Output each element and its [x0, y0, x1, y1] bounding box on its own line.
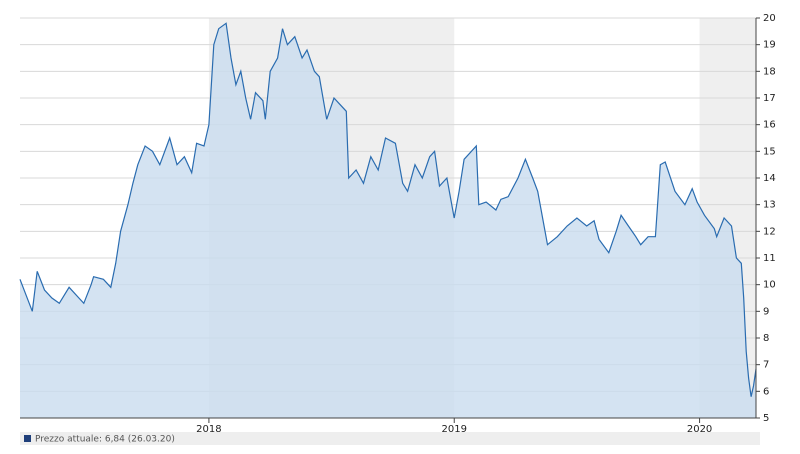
x-tick-label: 2020: [687, 424, 712, 435]
y-tick-label: 17: [763, 93, 776, 104]
y-tick-label: 6: [763, 386, 769, 397]
y-tick-label: 8: [763, 333, 769, 344]
y-tick-label: 18: [763, 66, 776, 77]
legend-swatch: [24, 435, 31, 442]
y-tick-label: 12: [763, 226, 776, 237]
y-tick-label: 19: [763, 40, 776, 51]
x-tick-label: 2019: [442, 424, 467, 435]
y-tick-label: 16: [763, 120, 776, 131]
y-tick-label: 5: [763, 413, 769, 424]
y-tick-label: 7: [763, 360, 769, 371]
y-tick-label: 9: [763, 306, 769, 317]
y-tick-label: 10: [763, 280, 776, 291]
area: [20, 23, 756, 419]
y-tick-label: 13: [763, 200, 776, 211]
legend-label: Prezzo attuale: 6,84 (26.03.20): [35, 435, 175, 445]
y-tick-label: 20: [763, 13, 776, 24]
x-tick-label: 2018: [196, 424, 221, 435]
y-tick-label: 11: [763, 253, 776, 264]
line: [19, 22, 757, 397]
y-tick-label: 15: [763, 146, 776, 157]
legend-background: [20, 432, 760, 445]
y-tick-label: 14: [763, 173, 776, 184]
